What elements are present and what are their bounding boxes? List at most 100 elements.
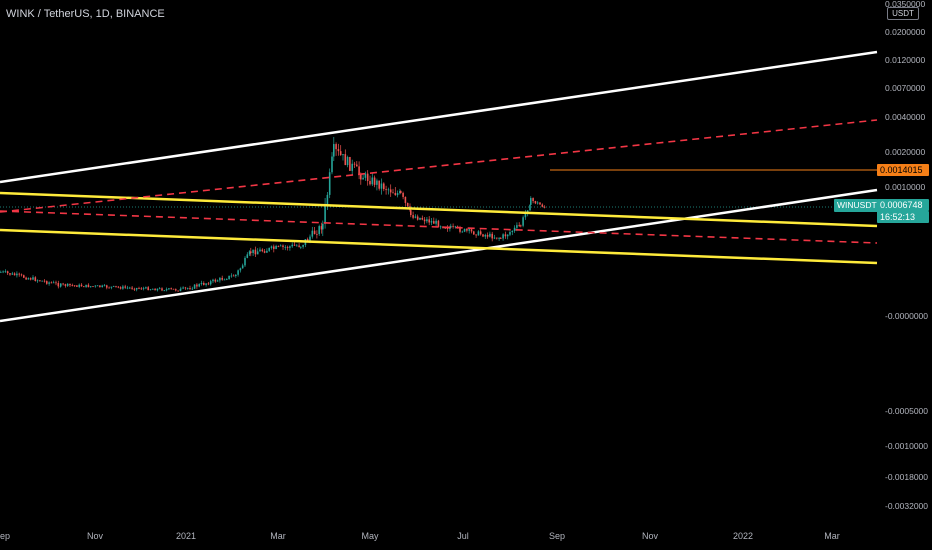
candle-body xyxy=(180,288,182,290)
candle-body xyxy=(404,196,407,203)
y-tick-label: 0.0040000 xyxy=(885,112,925,122)
candle-body xyxy=(207,283,210,285)
candle-body xyxy=(250,251,252,254)
y-tick-label: 0.0070000 xyxy=(885,83,925,93)
candle-body xyxy=(203,282,205,285)
candle-body xyxy=(414,216,417,218)
alert-price-tag[interactable]: 0.0014015 xyxy=(877,164,929,176)
candle xyxy=(484,233,487,239)
candle-body xyxy=(331,156,333,173)
currency-badge[interactable]: USDT xyxy=(887,7,919,20)
candle xyxy=(506,234,509,240)
red-dashed-upper[interactable] xyxy=(0,119,878,213)
candle-body xyxy=(71,285,74,287)
candle-body xyxy=(239,268,242,271)
candle-body xyxy=(27,278,30,280)
candle-body xyxy=(449,227,451,230)
white-channel-bottom[interactable] xyxy=(0,188,878,323)
candle-body xyxy=(4,271,7,273)
candle-body xyxy=(48,282,50,284)
yellow-line-lower[interactable] xyxy=(0,228,878,265)
candle-body xyxy=(259,249,261,252)
candle xyxy=(358,161,360,180)
candle-body xyxy=(154,288,156,291)
candle-body xyxy=(320,226,323,230)
candle-body xyxy=(369,181,371,185)
candle-body xyxy=(284,246,287,248)
candle-body xyxy=(396,193,399,196)
x-tick-label: May xyxy=(361,531,379,541)
candle-body xyxy=(482,234,484,237)
candle-body xyxy=(85,284,87,287)
candle xyxy=(239,267,242,273)
chart-title: WINK / TetherUS, 1D, BINANCE xyxy=(6,8,165,20)
candle xyxy=(406,202,409,207)
yellow-line-upper[interactable] xyxy=(0,191,878,228)
candle xyxy=(41,280,43,282)
candle-body xyxy=(496,237,498,239)
candle xyxy=(156,288,159,292)
candle xyxy=(293,241,296,247)
candle-body xyxy=(165,289,168,291)
candle-body xyxy=(311,230,314,237)
candle-body xyxy=(241,265,244,269)
candle-body xyxy=(246,254,249,258)
candle xyxy=(135,287,138,292)
candle-body xyxy=(216,280,219,282)
candle xyxy=(149,288,152,291)
candle xyxy=(124,284,126,289)
candle-body xyxy=(256,251,259,255)
candle-body xyxy=(366,173,369,182)
candle-body xyxy=(103,285,106,287)
trend-drawings[interactable] xyxy=(0,50,878,323)
candle-body xyxy=(522,217,524,226)
candle-body xyxy=(383,183,385,190)
candle xyxy=(482,233,484,238)
candle-body xyxy=(385,189,387,190)
candle xyxy=(511,230,514,236)
candle xyxy=(55,280,57,286)
candle-body xyxy=(513,227,516,231)
candle-body xyxy=(506,234,509,237)
candle-body xyxy=(124,286,126,288)
candle xyxy=(266,248,268,253)
candle-body xyxy=(16,273,18,276)
candle xyxy=(186,287,189,290)
time-axis[interactable]: Sep Nov 2021 Mar May Jul Sep Nov 2022 Mar xyxy=(0,531,840,541)
candle-body xyxy=(145,287,147,289)
candle-body xyxy=(163,290,166,292)
white-channel-top[interactable] xyxy=(0,50,878,184)
candle xyxy=(291,242,293,248)
candle-body xyxy=(189,288,191,290)
candle-body xyxy=(209,281,212,285)
candle-body xyxy=(333,144,335,157)
candle xyxy=(57,280,60,289)
price-axis[interactable]: 0.0350000 0.0200000 0.0120000 0.0070000 0.00… xyxy=(885,0,928,511)
candle-body xyxy=(358,166,360,175)
candle-body xyxy=(18,273,20,275)
candle-body xyxy=(126,287,129,289)
candle xyxy=(50,281,53,284)
candle xyxy=(328,168,331,199)
candle-body xyxy=(399,191,401,194)
candle xyxy=(101,284,103,288)
candle xyxy=(400,190,402,194)
candle-body xyxy=(282,245,284,247)
candle xyxy=(60,282,62,287)
candle xyxy=(322,220,324,237)
candle-body xyxy=(489,233,491,237)
candle-body xyxy=(219,277,221,281)
candle xyxy=(518,222,520,227)
candle xyxy=(110,286,113,290)
candle-body xyxy=(23,275,25,278)
candle-body xyxy=(147,287,149,291)
candle xyxy=(112,285,115,288)
red-dashed-lower[interactable] xyxy=(0,210,878,244)
candle-body xyxy=(406,202,409,207)
candles xyxy=(0,137,546,292)
candle xyxy=(500,237,502,239)
candle xyxy=(250,247,252,257)
candle-body xyxy=(62,283,64,285)
candle-body xyxy=(140,288,143,290)
